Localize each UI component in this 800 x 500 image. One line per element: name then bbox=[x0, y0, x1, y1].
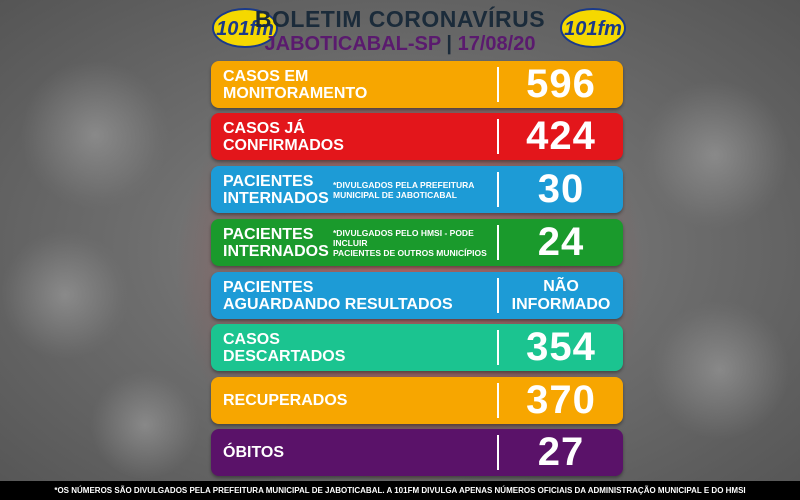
row-label: RECUPERADOS bbox=[223, 377, 503, 424]
row-divider bbox=[497, 119, 499, 154]
row-label: PACIENTES INTERNADOS bbox=[223, 219, 503, 266]
row-label-line-1: CASOS JÁ bbox=[223, 119, 305, 137]
radio-logo-right: 101fm bbox=[560, 8, 626, 48]
row-casos-descartados: CASOS DESCARTADOS 354 bbox=[211, 324, 623, 371]
row-label: CASOS JÁ CONFIRMADOS bbox=[223, 113, 503, 160]
date-label: 17/08/20 bbox=[457, 33, 536, 55]
svg-text:101fm: 101fm bbox=[216, 18, 274, 40]
row-note-line-1: *DIVULGADOS PELO HMSI - PODE INCLUIR bbox=[333, 227, 474, 248]
page-title: BOLETIM CORONAVÍRUS bbox=[254, 6, 546, 32]
row-divider bbox=[497, 278, 499, 313]
row-label-line-1: RECUPERADOS bbox=[223, 392, 348, 409]
row-pacientes-internados-prefeitura: PACIENTES INTERNADOS *DIVULGADOS PELA PR… bbox=[211, 166, 623, 213]
row-value: 354 bbox=[526, 325, 596, 369]
row-note-line-2: PACIENTES DE OUTROS MUNICÍPIOS bbox=[333, 247, 487, 258]
row-label-line-1: CASOS EM bbox=[223, 67, 309, 85]
row-label-line-2: AGUARDANDO RESULTADOS bbox=[223, 295, 453, 313]
row-note-line-1: *DIVULGADOS PELA PREFEITURA bbox=[333, 179, 475, 190]
header: 101fm BOLETIM CORONAVÍRUS JABOTICABAL-SP… bbox=[0, 0, 800, 60]
row-recuperados: RECUPERADOS 370 bbox=[211, 377, 623, 424]
row-label: PACIENTES INTERNADOS bbox=[223, 166, 503, 213]
row-label: ÓBITOS bbox=[223, 429, 503, 476]
footer-disclaimer: *OS NÚMEROS SÃO DIVULGADOS PELA PREFEITU… bbox=[0, 481, 800, 500]
row-divider bbox=[497, 435, 499, 470]
row-label: CASOS EM MONITORAMENTO bbox=[223, 61, 503, 108]
row-label-line-1: PACIENTES bbox=[223, 225, 314, 243]
row-label-line-1: CASOS bbox=[223, 330, 280, 348]
row-divider bbox=[497, 330, 499, 365]
row-obitos: ÓBITOS 27 bbox=[211, 429, 623, 476]
row-label-line-2: DESCARTADOS bbox=[223, 347, 346, 365]
row-value-line-1: NÃO bbox=[543, 277, 579, 295]
row-casos-monitoramento: CASOS EM MONITORAMENTO 596 bbox=[211, 61, 623, 108]
page-subtitle: JABOTICABAL-SP | 17/08/20 bbox=[0, 33, 800, 56]
row-divider bbox=[497, 172, 499, 207]
background-virus-3 bbox=[640, 80, 790, 230]
row-divider bbox=[497, 67, 499, 102]
row-label-line-2: CONFIRMADOS bbox=[223, 136, 344, 154]
row-value: 27 bbox=[537, 430, 585, 474]
background-virus-1 bbox=[20, 60, 170, 210]
row-label-line-2: INTERNADOS bbox=[223, 242, 329, 260]
subtitle-separator: | bbox=[446, 33, 453, 55]
row-casos-confirmados: CASOS JÁ CONFIRMADOS 424 bbox=[211, 113, 623, 160]
row-divider bbox=[497, 225, 499, 260]
row-value: 596 bbox=[526, 62, 596, 106]
row-aguardando-resultados: PACIENTES AGUARDANDO RESULTADOS NÃO INFO… bbox=[211, 272, 623, 319]
row-label-line-1: PACIENTES bbox=[223, 172, 314, 190]
row-value: NÃO INFORMADO bbox=[499, 272, 623, 319]
row-label-line-1: PACIENTES bbox=[223, 278, 314, 296]
radio-logo-left: 101fm bbox=[212, 8, 278, 48]
row-value-line-2: INFORMADO bbox=[511, 295, 611, 313]
row-label-line-2: INTERNADOS bbox=[223, 189, 329, 207]
background-virus-2 bbox=[0, 230, 130, 360]
row-note: *DIVULGADOS PELO HMSI - PODE INCLUIR PAC… bbox=[333, 219, 498, 266]
row-divider bbox=[497, 383, 499, 418]
row-value: 30 bbox=[537, 167, 585, 211]
row-label: CASOS DESCARTADOS bbox=[223, 324, 503, 371]
background-virus-4 bbox=[650, 300, 790, 440]
city-label: JABOTICABAL-SP bbox=[264, 33, 441, 55]
row-value: 24 bbox=[537, 220, 585, 264]
row-label-line-1: ÓBITOS bbox=[223, 444, 285, 461]
row-note-line-2: MUNICIPAL DE JABOTICABAL bbox=[333, 189, 457, 200]
row-value: 424 bbox=[526, 114, 596, 158]
row-note: *DIVULGADOS PELA PREFEITURA MUNICIPAL DE… bbox=[333, 166, 498, 213]
row-label: PACIENTES AGUARDANDO RESULTADOS bbox=[223, 272, 503, 319]
row-pacientes-internados-hmsi: PACIENTES INTERNADOS *DIVULGADOS PELO HM… bbox=[211, 219, 623, 266]
svg-text:101fm: 101fm bbox=[564, 18, 622, 40]
row-value: 370 bbox=[526, 378, 596, 422]
background-virus-5 bbox=[90, 370, 200, 480]
row-label-line-2: MONITORAMENTO bbox=[223, 84, 368, 102]
